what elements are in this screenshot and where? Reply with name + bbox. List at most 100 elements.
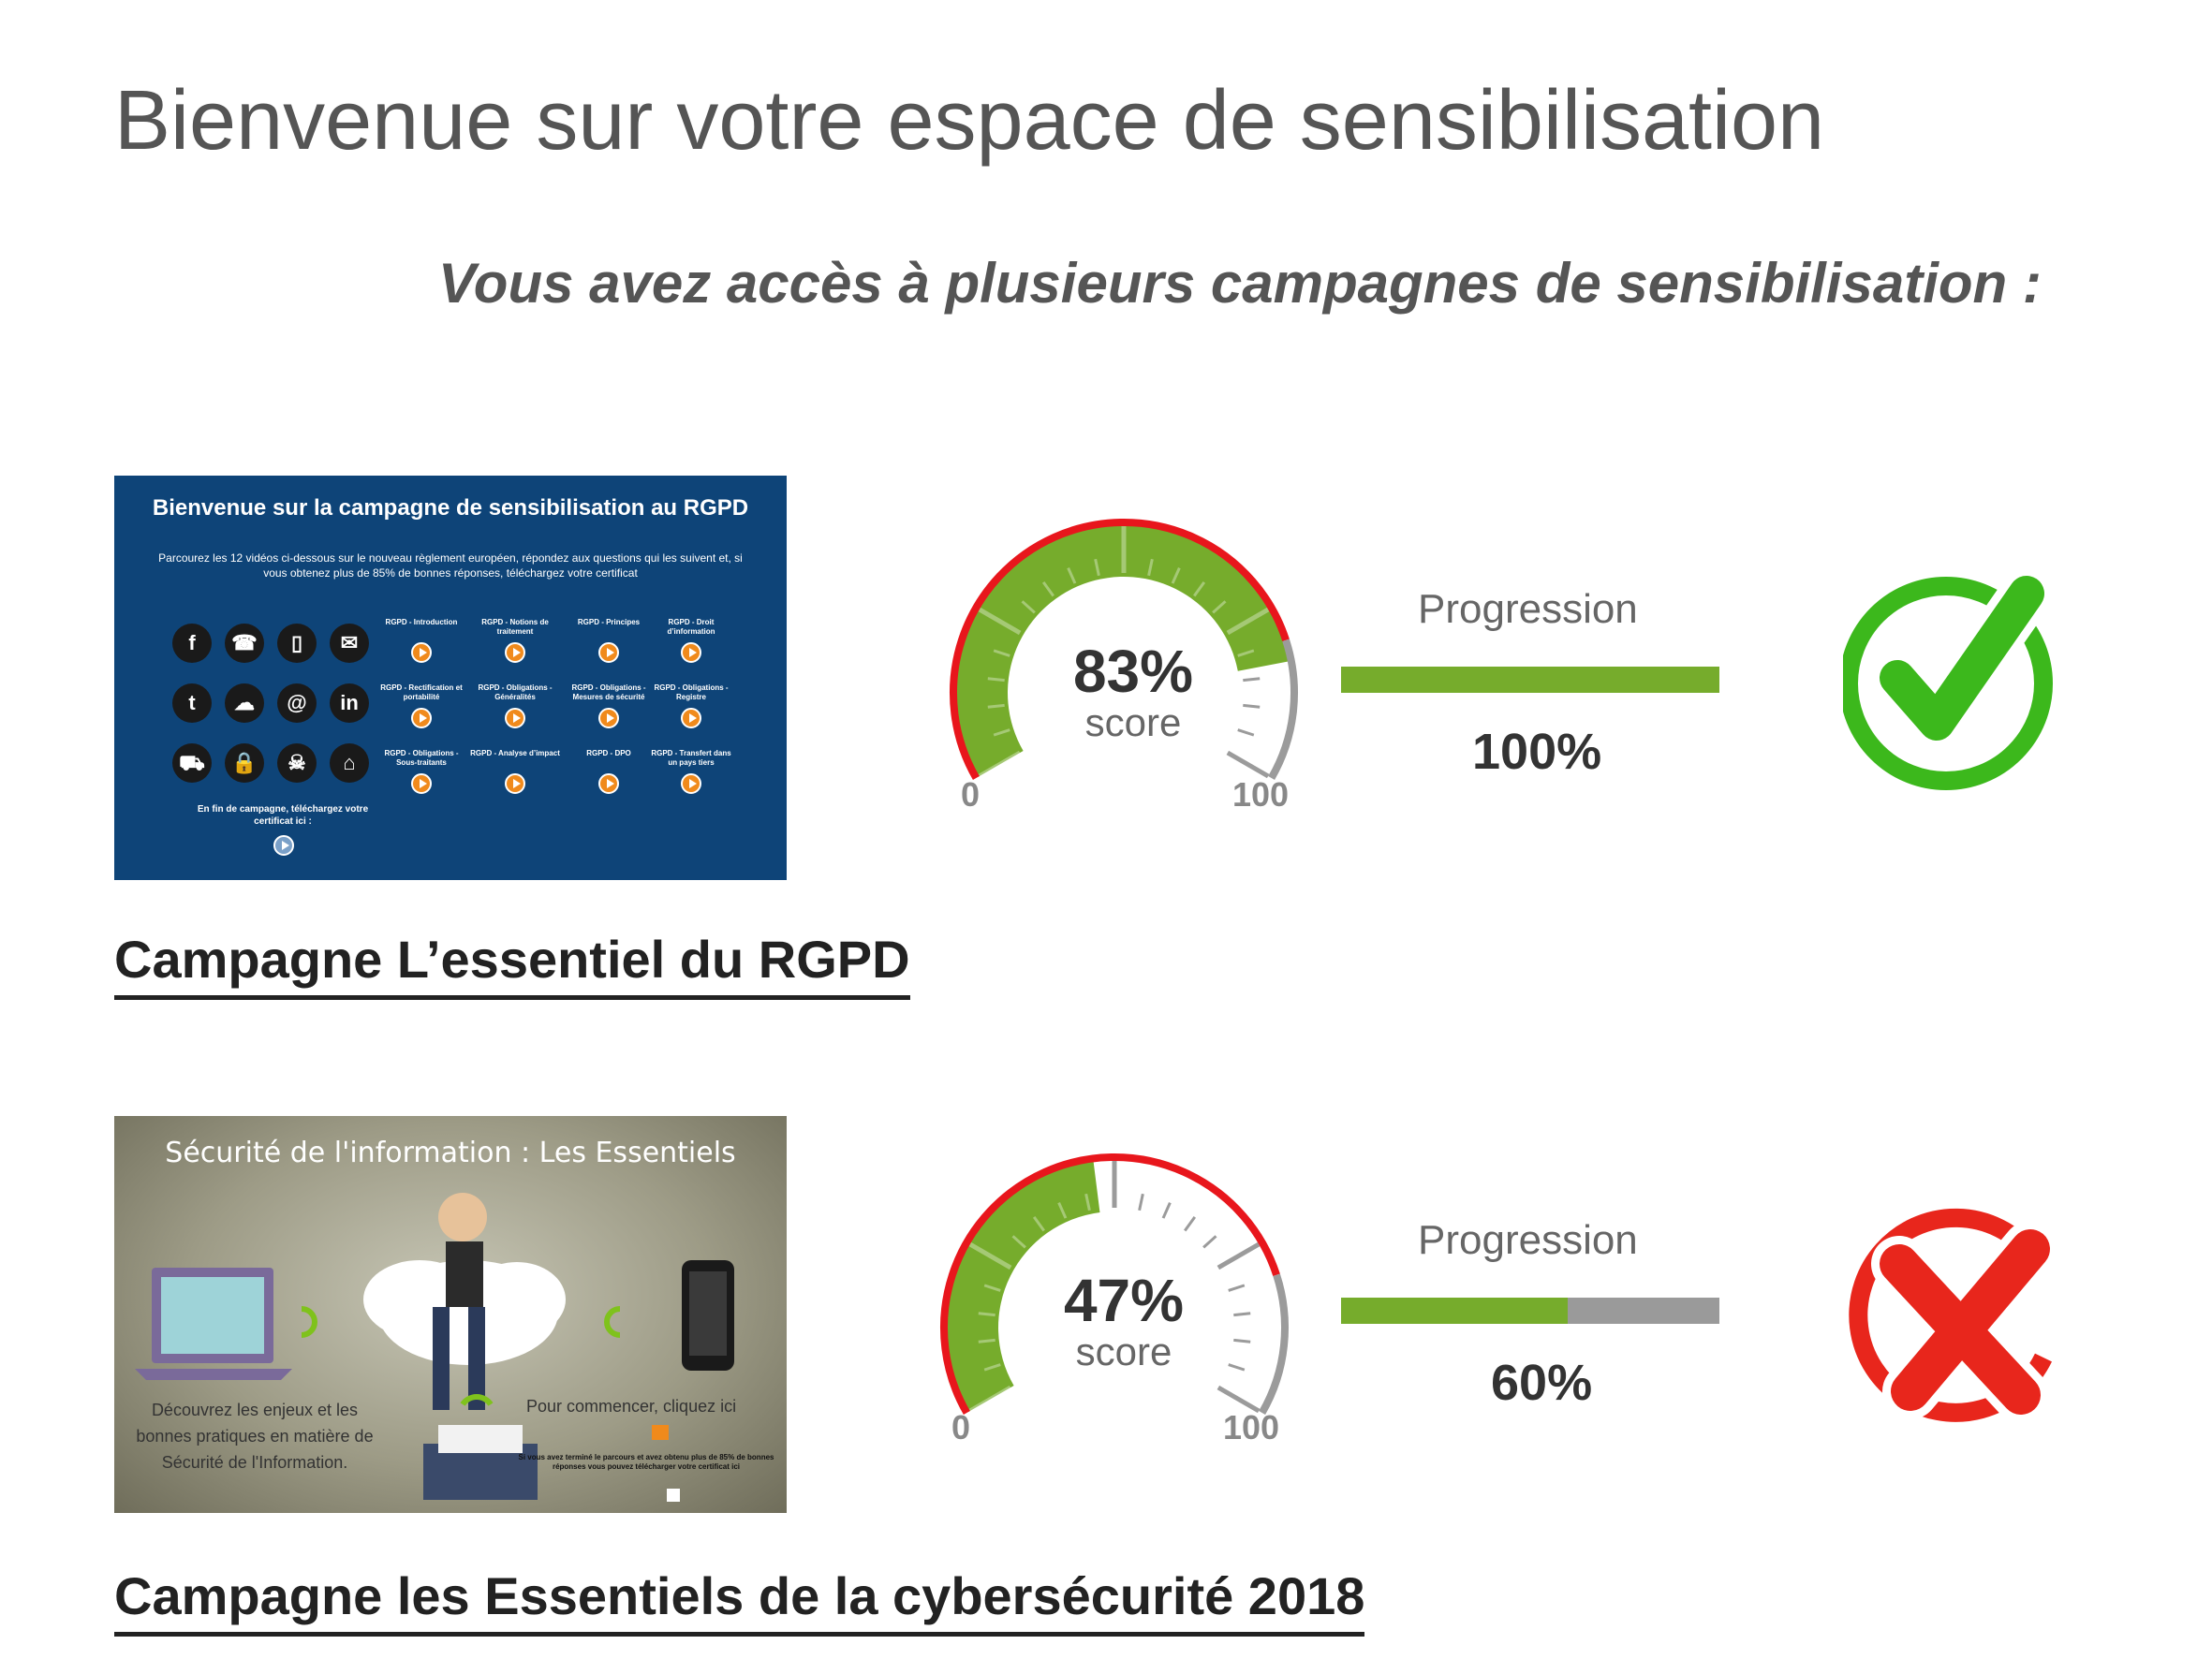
gauge-tick — [978, 607, 1022, 636]
gauge-tick — [1171, 567, 1181, 584]
gauge-min-label: 0 — [961, 775, 981, 814]
campaign-thumbnail-rgpd[interactable]: Bienvenue sur la campagne de sensibilisa… — [114, 476, 787, 880]
video-play-button[interactable] — [411, 708, 432, 728]
gauge-max-label: 100 — [1232, 775, 1290, 814]
social-icon: ▯ — [277, 624, 317, 663]
gauge-tick — [987, 703, 1005, 709]
gauge-tick — [1212, 600, 1227, 614]
gauge-tick — [1138, 1193, 1144, 1211]
social-icon: ✉ — [330, 624, 369, 663]
video-label: RGPD - Obligations - Sous-traitants — [384, 749, 459, 767]
gauge-tick — [1202, 1235, 1217, 1249]
video-label: RGPD - Rectification et portabilité — [380, 683, 463, 701]
progress-bar-fill — [1341, 667, 1719, 693]
score-gauge: 47% score 0 100 — [927, 1140, 1320, 1477]
video-play-button[interactable] — [505, 642, 525, 663]
video-label: RGPD - Obligations - Registre — [654, 683, 729, 701]
gauge-tick — [1067, 567, 1077, 584]
gauge-tick — [1021, 600, 1036, 614]
gauge-tick — [1032, 1216, 1045, 1232]
gauge-tick — [1041, 581, 1054, 597]
page-title: Bienvenue sur votre espace de sensibilis… — [114, 74, 1825, 168]
video-label: RGPD - Droit d’information — [667, 618, 715, 636]
social-icon: ☠ — [277, 743, 317, 783]
progress-bar — [1341, 1298, 1719, 1324]
video-play-button[interactable] — [681, 642, 701, 663]
gauge-tick — [1094, 558, 1100, 577]
thumbnail-title: Sécurité de l'information : Les Essentie… — [165, 1137, 736, 1169]
thumbnail-title: Bienvenue sur la campagne de sensibilisa… — [152, 495, 749, 521]
video-label: RGPD - Obligations - Généralités — [478, 683, 553, 701]
gauge-outer-arc — [940, 1153, 1280, 1415]
gauge-outer-arc-end — [1259, 1273, 1289, 1415]
social-icon: ⌂ — [330, 743, 369, 783]
gauge-tick — [968, 1385, 1012, 1414]
certificate-download-button[interactable] — [273, 835, 294, 856]
certificate-text: En fin de campagne, téléchargez votre ce… — [197, 804, 369, 827]
social-icon: ⛟ — [172, 743, 212, 783]
gauge-tick — [1228, 1363, 1246, 1372]
progress-value: 100% — [1472, 724, 1602, 780]
video-play-button[interactable] — [598, 708, 619, 728]
score-label: score — [1084, 700, 1182, 744]
video-play-button[interactable] — [505, 708, 525, 728]
gauge-tick — [978, 750, 1022, 779]
gauge-svg — [940, 1153, 1289, 1415]
score-value: 47% — [1063, 1267, 1185, 1334]
gauge-tick — [1237, 649, 1255, 657]
gauge-tick — [1057, 1202, 1068, 1219]
video-label: RGPD - Transfert dans un pays tiers — [651, 749, 731, 767]
thumbnail-intro-text: Découvrez les enjeux et les bonnes prati… — [136, 1401, 374, 1472]
social-icon: t — [172, 683, 212, 723]
video-play-button[interactable] — [681, 708, 701, 728]
video-label: RGPD - Analyse d’impact — [470, 749, 560, 757]
gauge-tick — [1233, 1312, 1251, 1317]
campaign-title-cybersecurity[interactable]: Campagne les Essentiels de la cybersécur… — [114, 1565, 1365, 1637]
gauge-fill — [955, 524, 1290, 777]
campaign-title-rgpd[interactable]: Campagne L’essentiel du RGPD — [114, 929, 910, 1000]
gauge-tick — [1243, 703, 1261, 709]
progress-value: 60% — [1491, 1355, 1593, 1411]
gauge-tick — [1217, 1385, 1261, 1414]
gauge-tick — [983, 1284, 1001, 1292]
social-icon: 🔒 — [225, 743, 264, 783]
certificate-text: Si vous avez terminé le parcours et avez… — [518, 1453, 774, 1471]
gauge-tick — [1228, 1284, 1246, 1292]
check-icon — [1839, 567, 2068, 798]
gauge-tick — [983, 1363, 1001, 1372]
gauge-max-label: 100 — [1223, 1408, 1280, 1446]
thumbnail-illustration — [135, 1193, 734, 1500]
progress-label: Progression — [1418, 586, 1638, 632]
progress-bar-fill — [1341, 1298, 1569, 1324]
social-icon: ☁ — [225, 683, 264, 723]
video-play-button[interactable] — [411, 773, 432, 794]
campaign-thumbnail-cybersecurity[interactable]: Sécurité de l'information : Les Essentie… — [114, 1116, 787, 1513]
video-play-button[interactable] — [681, 773, 701, 794]
cross-icon — [1843, 1208, 2068, 1432]
progress-bar — [1341, 667, 1719, 693]
social-icon: @ — [277, 683, 317, 723]
gauge-tick — [987, 677, 1005, 683]
gauge-tick — [993, 728, 1010, 737]
thumbnail-description: Parcourez les 12 vidéos ci-dessous sur l… — [158, 551, 743, 580]
score-label: score — [1075, 1329, 1172, 1373]
page-subtitle: Vous avez accès à plusieurs campagnes de… — [438, 252, 2042, 315]
gauge-tick — [1147, 558, 1154, 577]
video-label: RGPD - Principes — [577, 618, 641, 626]
video-play-button[interactable] — [598, 642, 619, 663]
start-link[interactable]: Pour commencer, cliquez ici — [526, 1397, 737, 1416]
gauge-tick — [1011, 1235, 1026, 1249]
gauge-tick — [993, 649, 1010, 657]
gauge-min-label: 0 — [951, 1408, 971, 1446]
gauge-tick — [1243, 677, 1261, 683]
video-play-button[interactable] — [505, 773, 525, 794]
video-play-button[interactable] — [598, 773, 619, 794]
gauge-tick — [1161, 1202, 1172, 1219]
social-icon: in — [330, 683, 369, 723]
gauge-tick — [1193, 581, 1206, 597]
gauge-tick — [968, 1241, 1012, 1270]
gauge-tick — [1233, 1338, 1251, 1344]
start-button[interactable] — [652, 1425, 669, 1440]
video-play-button[interactable] — [411, 642, 432, 663]
certificate-download-button[interactable] — [667, 1489, 680, 1502]
